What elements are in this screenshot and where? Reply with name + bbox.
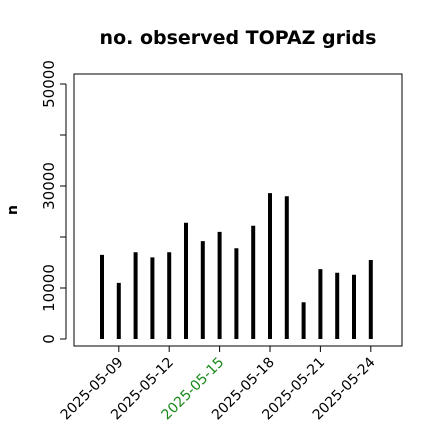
y-axis-label: n bbox=[5, 205, 21, 215]
y-tick-label: 10000 bbox=[40, 264, 58, 312]
bars bbox=[100, 193, 373, 339]
y-tick-label: 0 bbox=[40, 334, 58, 344]
chart-title: no. observed TOPAZ grids bbox=[100, 27, 377, 49]
y-tick-label: 30000 bbox=[40, 162, 58, 210]
y-axis: 0 10000 30000 50000 bbox=[40, 60, 67, 344]
y-tick-label: 50000 bbox=[40, 60, 58, 108]
x-axis: 2025-05-092025-05-122025-05-152025-05-18… bbox=[58, 345, 379, 423]
